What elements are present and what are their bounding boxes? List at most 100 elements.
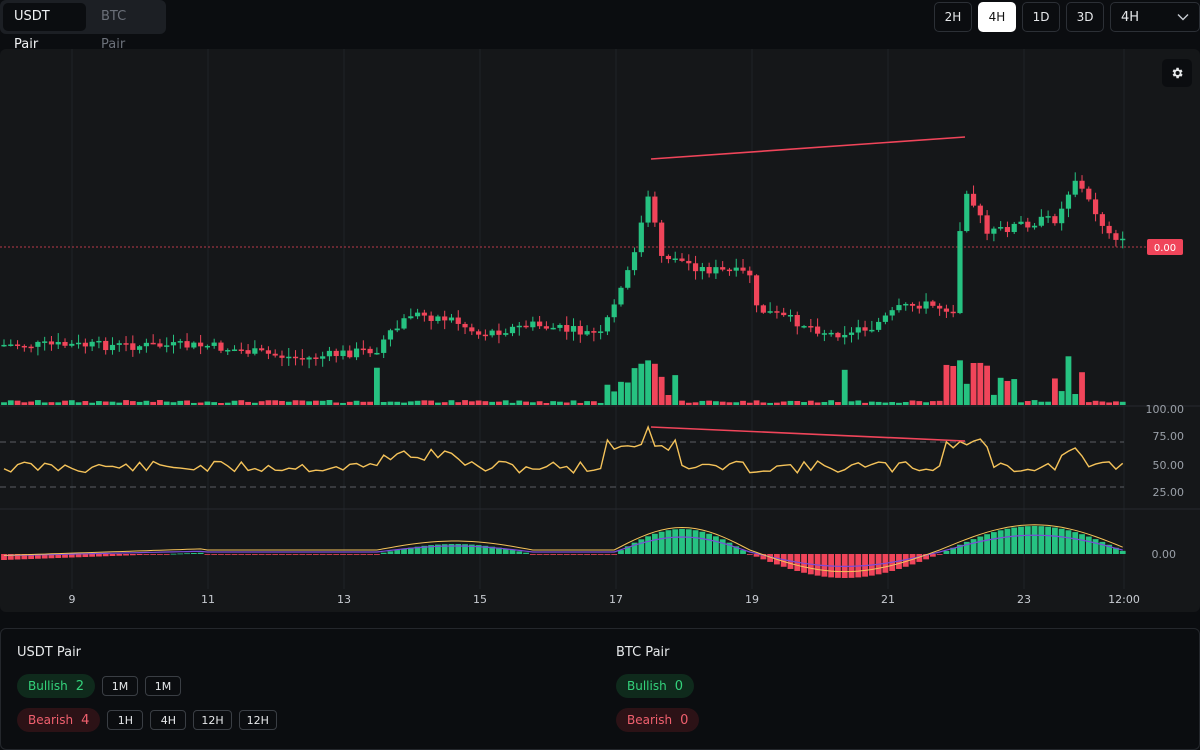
usdt-bullish-badge[interactable]: Bullish 2	[17, 674, 95, 698]
candle-body	[767, 311, 773, 313]
volume-bar	[923, 402, 929, 405]
candle-body	[604, 317, 611, 332]
candle-body	[448, 317, 455, 321]
tab-usdt-pair[interactable]: USDT Pair	[3, 3, 87, 52]
macd-histogram-bar	[245, 554, 251, 555]
candle-body	[713, 267, 719, 274]
macd-histogram-bar	[516, 551, 523, 554]
macd-histogram-bar	[55, 554, 62, 558]
candle-body	[964, 193, 970, 232]
candle-body	[598, 331, 604, 333]
timeframe-3d-button[interactable]: 3D	[1066, 2, 1104, 32]
macd-histogram-bar	[468, 544, 475, 554]
candle-body	[706, 267, 712, 274]
volume-bar	[814, 402, 821, 405]
macd-histogram-bar	[312, 554, 319, 555]
usdt-bullish-tf-chip[interactable]: 1M	[144, 676, 181, 696]
volume-bar	[211, 402, 218, 405]
candle-body	[279, 355, 285, 358]
candle-body	[577, 326, 583, 335]
tab-btc-pair[interactable]: BTC Pair	[101, 9, 127, 52]
candle-body	[686, 260, 692, 264]
chart-canvas[interactable]: 9 11 13 15 17 19 21 23 12:00 100.00 75.00 50.00 25.0…	[0, 49, 1200, 612]
usdt-bearish-tf-chip[interactable]: 12H	[193, 710, 232, 730]
x-tick-label: 11	[201, 593, 215, 606]
macd-histogram-bar	[1052, 527, 1058, 554]
bearish-label: Bearish	[28, 713, 74, 727]
volume-bar	[82, 401, 89, 405]
macd-histogram-bar	[428, 545, 435, 554]
macd-histogram-bar	[990, 532, 997, 554]
candle-body	[998, 227, 1004, 229]
candle-body	[333, 350, 339, 357]
btc-bearish-badge[interactable]: Bearish 0	[616, 708, 700, 732]
volume-bar	[441, 402, 448, 405]
usdt-bearish-tf-chip[interactable]: 1H	[107, 710, 144, 730]
timeframe-select[interactable]: 4H	[1110, 2, 1200, 32]
volume-bar	[75, 402, 82, 405]
btc-bullish-badge[interactable]: Bullish 0	[616, 674, 694, 698]
settings-button[interactable]	[1162, 59, 1192, 87]
macd-histogram-bar	[1085, 536, 1092, 554]
x-tick-label: 19	[745, 593, 759, 606]
chevron-down-icon	[1177, 14, 1189, 21]
candle-body	[55, 341, 61, 345]
volume-bar	[909, 400, 916, 405]
candle-body	[740, 267, 746, 271]
macd-histogram-bar	[780, 554, 787, 567]
volume-bar	[204, 401, 211, 405]
candle-body	[42, 341, 48, 343]
macd-histogram-bar	[190, 553, 197, 554]
usdt-bearish-tf-chip[interactable]: 12H	[238, 710, 277, 730]
candle-body	[394, 328, 400, 331]
macd-histogram-bar	[435, 544, 441, 554]
macd-histogram-bar	[706, 533, 713, 554]
usdt-bullish-tf-chip[interactable]: 1M	[101, 676, 138, 696]
candle-body	[652, 196, 658, 223]
macd-histogram-bar	[21, 554, 28, 560]
volume-bar	[109, 401, 116, 405]
candle-body	[367, 348, 373, 354]
volume-bar	[1079, 372, 1085, 405]
macd-histogram-bar	[1011, 527, 1018, 554]
usdt-bearish-badge[interactable]: Bearish 4	[17, 708, 101, 732]
volume-bar	[435, 402, 441, 405]
candle-body	[638, 222, 644, 253]
candle-body	[543, 326, 549, 329]
volume-bar	[1045, 401, 1052, 405]
timeframe-2h-button[interactable]: 2H	[934, 2, 972, 32]
macd-histogram-bar	[204, 554, 211, 555]
usdt-bearish-tf-chip[interactable]: 4H	[150, 710, 187, 730]
volume-bar	[801, 402, 807, 405]
candle-body	[828, 332, 834, 335]
timeframe-4h-button[interactable]: 4H	[978, 2, 1016, 32]
volume-bar	[468, 401, 475, 405]
volume-bar	[1038, 401, 1045, 405]
price-chart[interactable]: 9 11 13 15 17 19 21 23 12:00 100.00 75.00 50.00 25.0…	[0, 49, 1200, 612]
volume-bar	[679, 400, 685, 405]
volume-bar	[651, 363, 658, 405]
candle-body	[882, 315, 888, 322]
macd-histogram-bar	[1106, 544, 1113, 554]
btc-pair-section: BTC Pair Bullish 0 Bearish 0	[616, 645, 700, 742]
candle-body	[937, 305, 943, 309]
candle-body	[591, 331, 597, 333]
volume-bar	[475, 400, 482, 405]
candle-body	[286, 356, 292, 359]
candle-body	[1072, 180, 1078, 195]
timeframe-1d-button[interactable]: 1D	[1022, 2, 1060, 32]
volume-bar	[719, 401, 726, 405]
volume-bar	[1099, 401, 1106, 405]
volume-bar	[936, 400, 943, 405]
macd-histogram-bar	[380, 552, 387, 554]
macd-histogram-bar	[916, 554, 923, 562]
macd-histogram-bar	[692, 530, 699, 554]
volume-bar	[862, 402, 868, 405]
divergence-line	[650, 136, 966, 160]
candle-body	[442, 316, 448, 321]
macd-histogram-bar	[543, 554, 550, 555]
candle-body	[909, 303, 916, 306]
candle-body	[781, 312, 787, 316]
bullish-count: 0	[674, 678, 683, 694]
candle-body	[82, 342, 88, 347]
